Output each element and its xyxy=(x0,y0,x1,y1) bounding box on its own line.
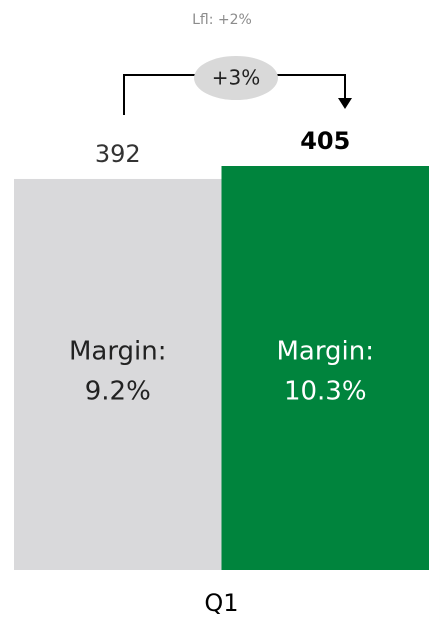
arrow-head xyxy=(338,98,352,109)
x-tick-label: Q1 xyxy=(204,589,238,617)
value-label: 392 xyxy=(95,140,141,168)
change-annotation: +3% xyxy=(212,66,261,90)
margin-label: 9.2% xyxy=(85,377,151,407)
margin-label: 10.3% xyxy=(284,377,367,407)
margin-label: Margin: xyxy=(69,337,167,367)
change-bubble xyxy=(194,56,278,100)
bar xyxy=(14,178,222,570)
bar xyxy=(221,166,429,570)
value-label: 405 xyxy=(300,127,350,155)
margin-label: Margin: xyxy=(276,337,374,367)
lfl-annotation: Lfl: +2% xyxy=(192,12,252,28)
